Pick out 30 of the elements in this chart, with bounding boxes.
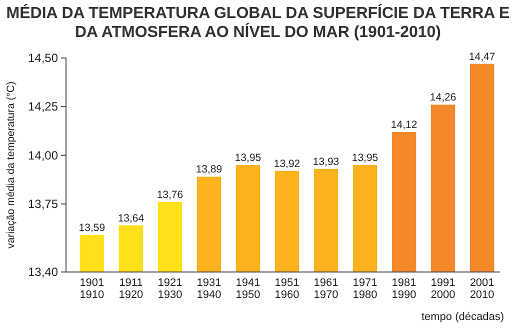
data-label: 14,12 <box>390 118 418 131</box>
data-label: 14,26 <box>430 92 456 104</box>
chart-title: MÉDIA DA TEMPERATURA GLOBAL DA SUPERFÍCIE DA TERRA E DA ATMOSFERA AO NÍVEL DO MAR (1901-2010) <box>6 3 510 41</box>
x-tick-label: 1961 1970 <box>314 277 338 301</box>
y-tick-label: 14,00 <box>28 148 58 162</box>
data-label: 13,95 <box>234 152 262 164</box>
x-tick-label: 1951 1960 <box>274 277 300 301</box>
y-axis-title: variação média da temperatura (°C) <box>5 81 17 249</box>
x-tick-label: 1991 2000 <box>430 277 456 301</box>
y-tick-label: 14,25 <box>28 100 58 114</box>
x-tick-label: 2001 2010 <box>470 277 494 301</box>
data-label: 13,64 <box>118 212 144 224</box>
y-tick-label: 13,40 <box>28 265 58 279</box>
data-label: 14,47 <box>468 50 496 63</box>
data-label: 13,89 <box>196 164 222 176</box>
data-label: 13,59 <box>78 222 106 234</box>
data-label: 13,95 <box>352 152 378 164</box>
x-tick-label: 1941 1950 <box>236 277 260 301</box>
x-tick-label: 1971 1980 <box>352 277 378 301</box>
y-tick-label: 14,50 <box>28 51 58 65</box>
x-tick-label: 1911 1920 <box>118 277 144 301</box>
x-tick-label: 1931 1940 <box>196 277 222 301</box>
data-label: 13,92 <box>274 158 300 170</box>
data-label: 13,76 <box>156 188 184 201</box>
x-tick-label: 1981 1990 <box>392 277 416 301</box>
data-label: 13,93 <box>312 156 340 168</box>
x-axis-title: tempo (décadas) <box>421 311 504 323</box>
y-tick-label: 13,75 <box>28 196 58 211</box>
x-tick-label: 1921 1930 <box>158 277 182 301</box>
x-tick-label: 1901 1910 <box>80 277 104 301</box>
